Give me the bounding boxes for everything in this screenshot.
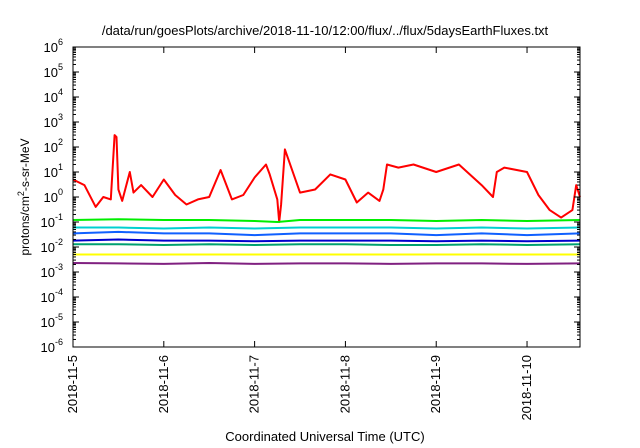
y-tick-label: 103 [44,112,63,130]
y-tick-label-base: 10 [44,40,58,55]
series-line-1 [72,134,581,223]
y-tick-label-base: 10 [44,140,58,155]
y-tick-label-exp: 2 [58,137,63,147]
y-axis-label-post: -s-sr-MeV [18,138,32,191]
series-line-3 [73,226,581,230]
chart-title: /data/run/goesPlots/archive/2018-11-10/1… [102,23,549,38]
y-tick-label-base: 10 [41,215,55,230]
y-tick-label-exp: 3 [58,112,63,122]
y-tick-label-base: 10 [41,315,55,330]
x-tick-label: 2018-11-8 [337,355,352,413]
y-tick-label-base: 10 [41,240,55,255]
y-tick-label: 10-3 [41,262,63,280]
y-axis-label: protons/cm2-s-sr-MeV [16,138,32,255]
y-tick-label-base: 10 [44,65,58,80]
y-tick-label-base: 10 [44,165,58,180]
axis-layer: 10-610-510-410-310-210-11001011021031041… [41,37,580,421]
y-tick-label-exp: 4 [58,87,63,97]
y-tick-label-exp: 5 [58,62,63,72]
y-tick-label-exp: -2 [55,237,63,247]
y-tick-label-base: 10 [44,190,58,205]
y-tick-label-base: 10 [41,265,55,280]
x-axis-label: Coordinated Universal Time (UTC) [225,429,424,444]
y-tick-label: 100 [44,187,63,205]
y-tick-label-exp: -1 [55,212,63,222]
y-tick-label-exp: -4 [55,287,63,297]
y-tick-label: 10-1 [41,212,63,230]
y-tick-label-exp: -6 [55,337,63,347]
series-line-8 [72,262,581,265]
x-tick-label: 2018-11-9 [428,355,443,413]
y-tick-label-exp: 6 [58,37,63,47]
y-tick-label-exp: -3 [55,262,63,272]
series-line-2 [72,218,581,223]
series-line-5 [72,238,581,243]
y-axis-label-sup: 2 [16,191,26,196]
y-tick-label-base: 10 [41,290,55,305]
y-tick-label: 10-6 [41,337,63,355]
x-tick-label: 2018-11-5 [65,355,80,413]
plot-frame [72,46,581,348]
y-tick-label-base: 10 [44,90,58,105]
series-line-6 [73,243,581,246]
x-tick-label: 2018-11-6 [156,355,171,413]
y-tick-label: 10-2 [41,237,63,255]
y-tick-label: 105 [44,62,63,80]
y-tick-label: 104 [44,87,63,105]
x-tick-label: 2018-11-7 [247,355,262,413]
y-tick-label: 106 [44,37,63,55]
y-tick-label-base: 10 [44,115,58,130]
y-tick-label: 102 [44,137,63,155]
y-tick-label-base: 10 [41,340,55,355]
y-tick-label-exp: 1 [58,162,63,172]
y-tick-label: 10-4 [41,287,63,305]
y-tick-label-exp: 0 [58,187,63,197]
x-tick-label: 2018-11-10 [519,355,534,421]
series-line-4 [72,230,581,237]
y-tick-label-exp: -5 [55,312,63,322]
y-axis-label-pre: protons/cm [18,196,32,255]
y-tick-label: 10-5 [41,312,63,330]
y-tick-label: 101 [44,162,63,180]
series-layer [72,134,581,265]
